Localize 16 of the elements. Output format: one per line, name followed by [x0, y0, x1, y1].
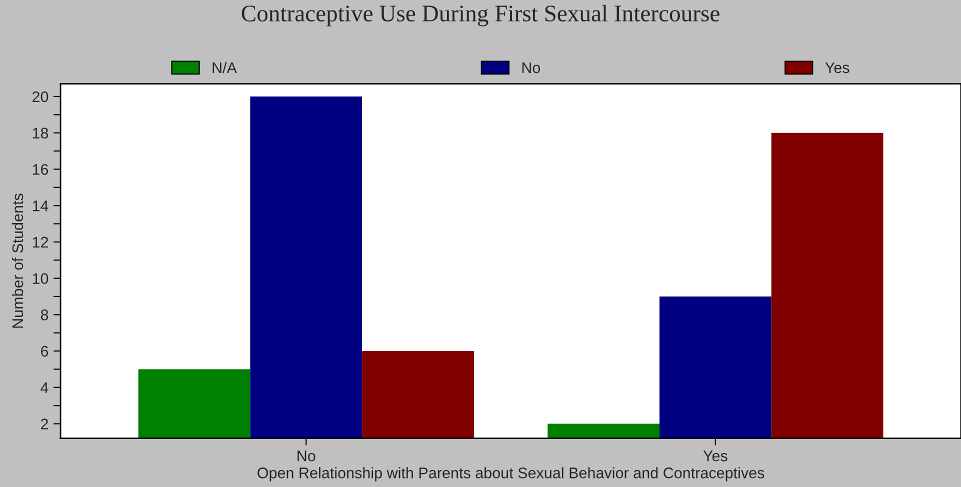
y-tick-label: 10 — [32, 273, 48, 284]
x-axis-title: Open Relationship with Parents about Sexual Behavior and Contraceptives — [258, 467, 764, 482]
legend-label: No — [522, 62, 540, 74]
y-tick-label: 6 — [41, 346, 48, 357]
y-tick-label: 8 — [40, 310, 48, 320]
y-tick-label: 4 — [40, 382, 48, 393]
chart-title: Contraceptive Use During First Sexual Intercourse — [242, 4, 720, 26]
y-tick-label: 18 — [32, 128, 48, 139]
y-axis-title: Number of Students — [12, 194, 24, 328]
y-tick-label: 14 — [32, 200, 48, 212]
y-tick-label: 2 — [41, 418, 48, 430]
legend-label: Yes — [825, 62, 850, 74]
y-tick-label: 12 — [32, 236, 48, 248]
y-tick-label: 16 — [32, 164, 48, 175]
y-tick-label: 20 — [32, 91, 48, 102]
legend-label: N/A — [212, 62, 237, 74]
